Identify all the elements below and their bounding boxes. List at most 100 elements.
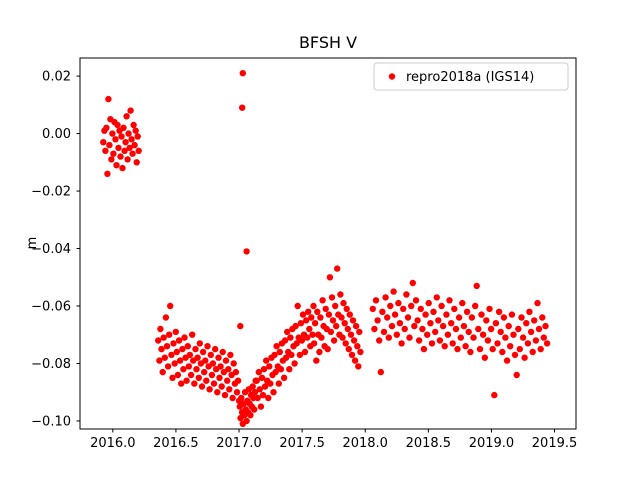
data-point [277, 366, 285, 373]
data-point [115, 144, 122, 152]
data-point [310, 302, 317, 310]
x-tick-label: 2019.0 [469, 436, 515, 451]
data-point [332, 302, 339, 310]
scatter-points [100, 70, 551, 427]
data-point [100, 139, 107, 146]
data-point [516, 345, 523, 353]
data-point [387, 302, 394, 310]
data-point [435, 317, 442, 324]
data-point [505, 322, 512, 330]
data-point [203, 377, 210, 384]
data-point [483, 317, 490, 324]
data-point [499, 348, 506, 356]
data-point [379, 308, 386, 315]
data-point [518, 314, 525, 321]
data-point [393, 331, 400, 338]
data-point [427, 320, 434, 327]
data-point [444, 331, 452, 338]
x-tick-label: 2019.5 [532, 436, 578, 451]
data-point [327, 328, 335, 336]
data-point [225, 366, 232, 373]
x-tick-label: 2018.5 [406, 436, 452, 451]
data-point [374, 317, 381, 324]
legend-entry-label: repro2018a (IGS14) [406, 70, 534, 85]
data-point [172, 328, 179, 336]
data-point [294, 302, 301, 310]
data-point [184, 343, 191, 350]
data-point [329, 317, 337, 324]
data-point [524, 340, 532, 347]
data-point [465, 328, 472, 336]
data-point [298, 337, 306, 344]
data-point [255, 368, 262, 376]
data-point [234, 377, 242, 384]
data-point [163, 343, 171, 350]
data-point [173, 348, 180, 356]
data-point [292, 322, 299, 330]
data-point [198, 383, 206, 390]
data-point [133, 159, 140, 166]
data-point [333, 322, 340, 330]
data-point [377, 368, 384, 376]
data-point [265, 394, 272, 402]
data-point [221, 391, 229, 399]
data-point [328, 294, 336, 301]
data-point [282, 354, 290, 361]
data-point [497, 328, 504, 336]
data-point [489, 345, 496, 353]
data-point [217, 363, 224, 370]
data-point [301, 348, 309, 356]
data-point [475, 325, 482, 333]
data-point [112, 136, 119, 143]
data-point [308, 314, 315, 321]
data-point [105, 95, 112, 103]
data-point [318, 334, 325, 341]
data-point [259, 391, 267, 399]
data-point [183, 377, 190, 384]
data-point [224, 377, 231, 384]
data-point [539, 314, 546, 321]
data-point [108, 156, 115, 163]
data-point [120, 124, 127, 131]
data-point [414, 317, 421, 324]
data-point [271, 351, 278, 359]
data-point [446, 297, 453, 304]
data-point [317, 314, 324, 321]
data-point [521, 354, 528, 361]
data-point [263, 357, 270, 364]
data-point [443, 311, 450, 318]
data-point [535, 325, 543, 333]
data-point [398, 340, 405, 347]
data-point [128, 136, 135, 143]
data-point [201, 368, 208, 376]
data-point [202, 357, 209, 364]
data-point [157, 325, 164, 333]
data-point [515, 325, 522, 333]
data-point [322, 305, 329, 313]
data-point [543, 340, 551, 347]
data-point [385, 334, 392, 341]
data-point [449, 340, 456, 347]
data-point [357, 348, 364, 356]
data-point [348, 351, 356, 359]
data-point [484, 337, 492, 344]
data-point [306, 325, 313, 333]
data-point [208, 371, 216, 379]
data-point [286, 366, 293, 373]
data-point [181, 334, 188, 341]
data-point [340, 299, 347, 307]
data-point [209, 360, 217, 367]
data-point [210, 380, 218, 387]
data-point [226, 386, 233, 393]
data-point [159, 368, 166, 376]
y-tick-label: −0.02 [31, 185, 71, 200]
data-point [451, 305, 458, 313]
data-point [121, 147, 128, 154]
data-point [156, 357, 163, 364]
data-point [404, 314, 412, 321]
data-point [216, 374, 223, 381]
data-point [439, 322, 447, 330]
data-point [502, 334, 509, 341]
data-point [247, 412, 254, 419]
data-point [384, 314, 391, 321]
